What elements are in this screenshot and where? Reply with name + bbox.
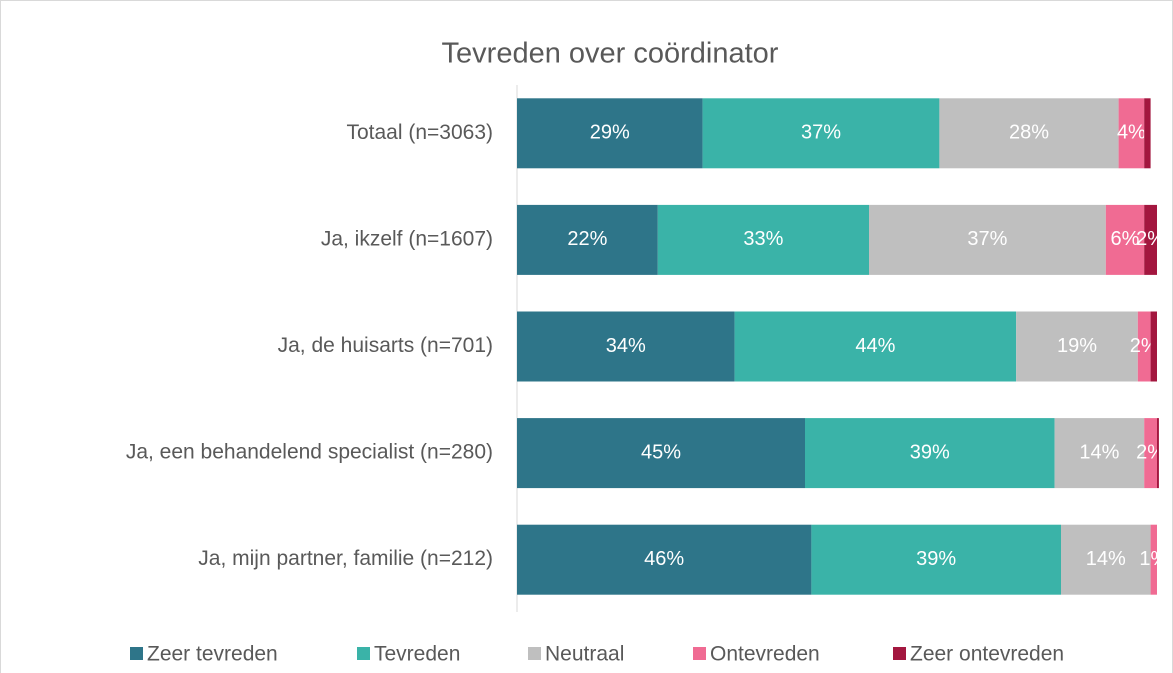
data-label: 2% [1136,441,1165,463]
bar-segment [1150,524,1157,595]
bar-segment [517,98,703,169]
bar-segment [1016,311,1138,382]
bar-segment [734,311,1017,382]
data-label: 44% [855,335,895,357]
bar-segment [1144,418,1157,489]
legend-swatch [528,647,541,660]
data-label: 19% [1057,335,1097,357]
bar-segment [1137,311,1151,382]
bar-segment [1144,98,1151,169]
y-tick-label: Totaal (n=3063) [346,121,493,144]
bar-segment [1061,524,1151,595]
data-label: 4% [1117,122,1146,144]
bar-segment [805,418,1055,489]
data-label: 45% [641,441,681,463]
y-tick-label: Ja, een behandelend specialist (n=280) [126,441,493,464]
legend-label: Tevreden [374,643,460,666]
data-label: 6% [1111,228,1140,250]
data-label: 39% [910,441,950,463]
legend-label: Zeer tevreden [147,643,278,666]
y-tick-label: Ja, de huisarts (n=701) [278,334,493,357]
chart-title: Tevreden over coördinator [442,38,779,70]
data-label: 1% [1139,548,1168,570]
data-label: 46% [644,548,684,570]
legend-swatch [693,647,706,660]
bar-segment [1144,204,1157,275]
legend-label: Neutraal [545,643,624,666]
bar-segment [811,524,1061,595]
y-tick-label: Ja, ikzelf (n=1607) [321,227,493,250]
bar-segment [517,418,805,489]
y-tick-label: Ja, mijn partner, familie (n=212) [198,547,493,570]
data-label: 14% [1086,548,1126,570]
bar-segment [1054,418,1145,489]
data-label: 37% [967,228,1007,250]
bar-segment [939,98,1119,169]
bar-segment [1105,204,1145,275]
legend-label: Zeer ontevreden [910,643,1064,666]
bar-segment [517,204,658,275]
legend-swatch [893,647,906,660]
data-label: 37% [801,122,841,144]
data-label: 2% [1136,228,1165,250]
data-label: 14% [1079,441,1119,463]
data-label: 33% [743,228,783,250]
bar-segment [1150,311,1157,382]
bar-segment [1157,418,1159,489]
data-label: 28% [1009,122,1049,144]
bar-segment [517,524,812,595]
bar-segment [869,204,1106,275]
legend-label: Ontevreden [710,643,820,666]
bar-segment [657,204,869,275]
bar-segment [517,311,735,382]
bar-segment [702,98,940,169]
bar-segment [1118,98,1145,169]
data-label: 29% [590,122,630,144]
data-label: 22% [567,228,607,250]
data-label: 39% [916,548,956,570]
legend-swatch [357,647,370,660]
data-label: 34% [606,335,646,357]
legend-swatch [130,647,143,660]
